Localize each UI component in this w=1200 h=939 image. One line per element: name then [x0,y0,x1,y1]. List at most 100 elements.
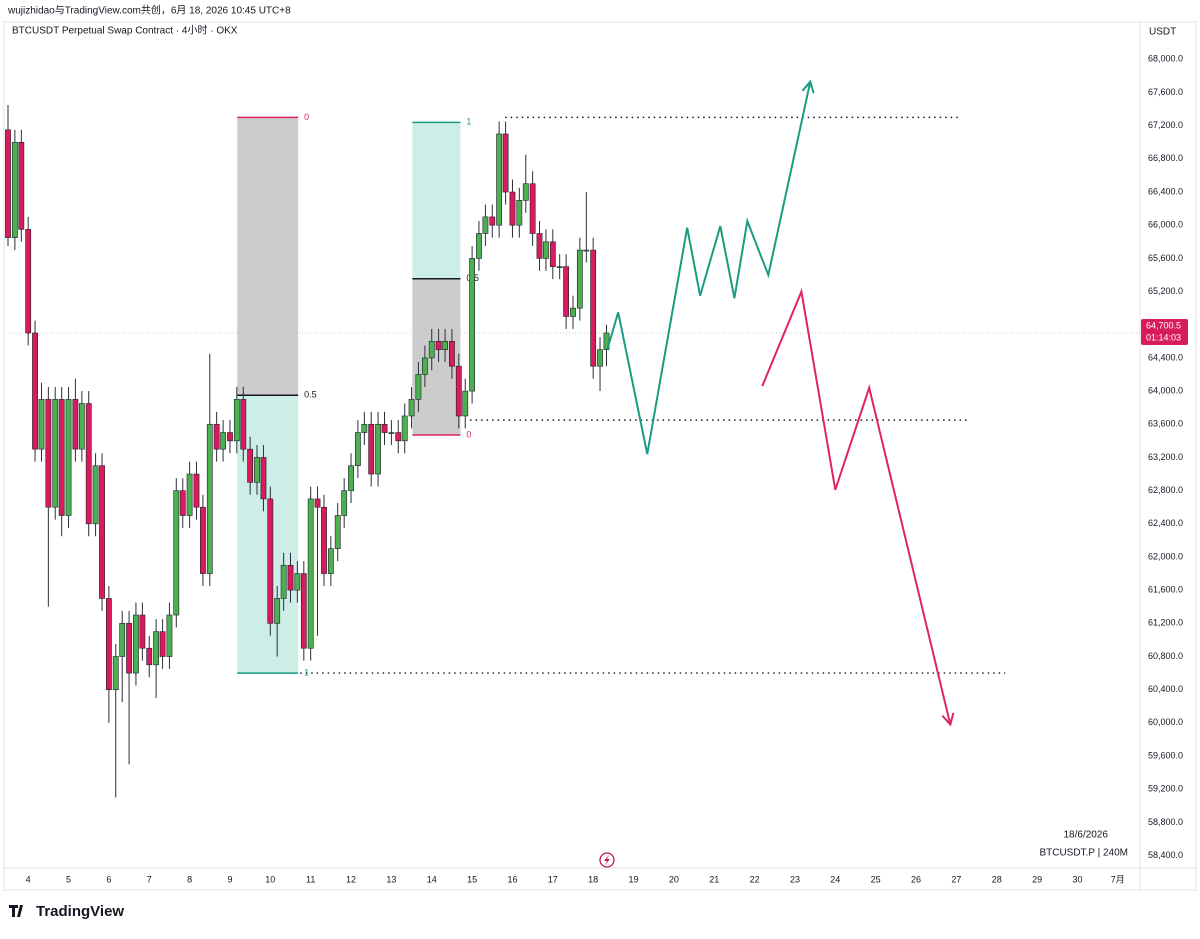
candle-body [401,415,408,442]
candle-body [126,623,132,674]
candle-body [300,573,307,649]
y-tick-label: 62,000.0 [1148,551,1183,561]
chart-title: BTCUSDT Perpetual Swap Contract · 4小时 · … [12,25,238,37]
candle-body [146,647,153,666]
x-tick-label: 29 [1032,874,1042,884]
arrow-head [801,79,815,94]
candle-body [570,307,576,317]
y-tick-label: 65,200.0 [1148,286,1183,296]
y-tick-label: 59,200.0 [1148,784,1183,794]
last-price-label: 64,700.5 [1146,320,1181,330]
candle-body [72,399,79,450]
chart-frame [3,21,1197,891]
candle-body [200,506,206,574]
candle-body [388,432,395,434]
x-tick-label: 28 [992,874,1002,884]
y-tick-label: 62,800.0 [1148,485,1183,495]
candle-body [11,141,18,238]
x-tick-label: 19 [629,874,639,884]
x-tick-label: 7月 [1111,874,1125,884]
candle-body [5,129,11,238]
candle-body [32,332,38,450]
candle-body [563,266,570,317]
candle-body [52,399,59,508]
candle-body [449,341,455,367]
candle-body [583,249,590,252]
candle-body [99,465,105,599]
symbol-note: BTCUSDT.P | 240M [1039,848,1128,859]
tv-logo [9,905,23,917]
x-tick-label: 4 [26,874,31,884]
candle-body [327,548,334,574]
candle-body [153,631,160,666]
candle-body [294,573,301,591]
candle-body [469,258,475,392]
candle-body [381,423,388,433]
x-tick-label: 23 [790,874,800,884]
candle-body [462,390,469,417]
candle-body [489,216,496,226]
y-tick-label: 58,400.0 [1148,850,1183,860]
y-tick-label: 64,400.0 [1148,352,1183,362]
candle-body [496,133,503,226]
candle-body [173,490,180,616]
candle-body [455,365,462,417]
fib-zone-lower [412,122,461,279]
x-tick-label: 15 [467,874,477,884]
fib-level-label: 0 [466,429,471,439]
candle-body [220,432,227,450]
x-tick-label: 25 [871,874,881,884]
candle-body [543,241,549,259]
y-tick-label: 63,200.0 [1148,452,1183,462]
candle-body [206,423,213,574]
candle-body [421,357,428,375]
candle-body [375,423,381,475]
candle-body [186,473,193,516]
candle-body [193,473,200,508]
x-tick-label: 21 [709,874,719,884]
candle-body [549,241,556,267]
x-tick-label: 24 [830,874,840,884]
x-tick-label: 26 [911,874,921,884]
y-tick-label: 66,400.0 [1148,186,1183,196]
y-tick-label: 64,000.0 [1148,385,1183,395]
y-tick-label: 66,800.0 [1148,153,1183,163]
candle-body [133,614,139,674]
candle-body [442,341,448,350]
y-tick-label: 62,400.0 [1148,518,1183,528]
x-tick-label: 11 [306,874,315,884]
candle-body [240,399,247,450]
x-tick-label: 22 [750,874,760,884]
candle-body [368,423,375,475]
projection-path [761,287,952,725]
candle-body [509,191,516,226]
y-tick-label: 61,200.0 [1148,618,1183,628]
x-tick-label: 27 [951,874,961,884]
candle-body [166,614,173,657]
candle-body [18,141,25,230]
y-tick-label: 67,600.0 [1148,87,1183,97]
candle-body [274,598,281,624]
lightning-icon[interactable] [599,852,615,868]
candle-body [287,564,294,591]
candle-body [65,399,72,516]
y-tick-label: 59,600.0 [1148,750,1183,760]
candle-body [590,249,597,367]
y-tick-label: 67,200.0 [1148,120,1183,130]
y-tick-label: 68,000.0 [1148,54,1183,64]
candle-body [307,498,314,649]
candle-body [38,399,45,450]
countdown: 01:14:03 [1146,332,1181,342]
x-tick-label: 30 [1072,874,1082,884]
header: wujizhidao与TradingView.com共创，6月 18, 2026… [7,4,291,17]
candle-body [58,399,65,516]
arrow-head [941,712,955,727]
candle-body [341,490,348,516]
candle-body [233,399,240,442]
candle-body [78,403,85,450]
candle-body [159,631,166,657]
candle-body [314,498,321,508]
projection-path [606,81,812,455]
fib-level-label: 0.5 [304,390,317,400]
